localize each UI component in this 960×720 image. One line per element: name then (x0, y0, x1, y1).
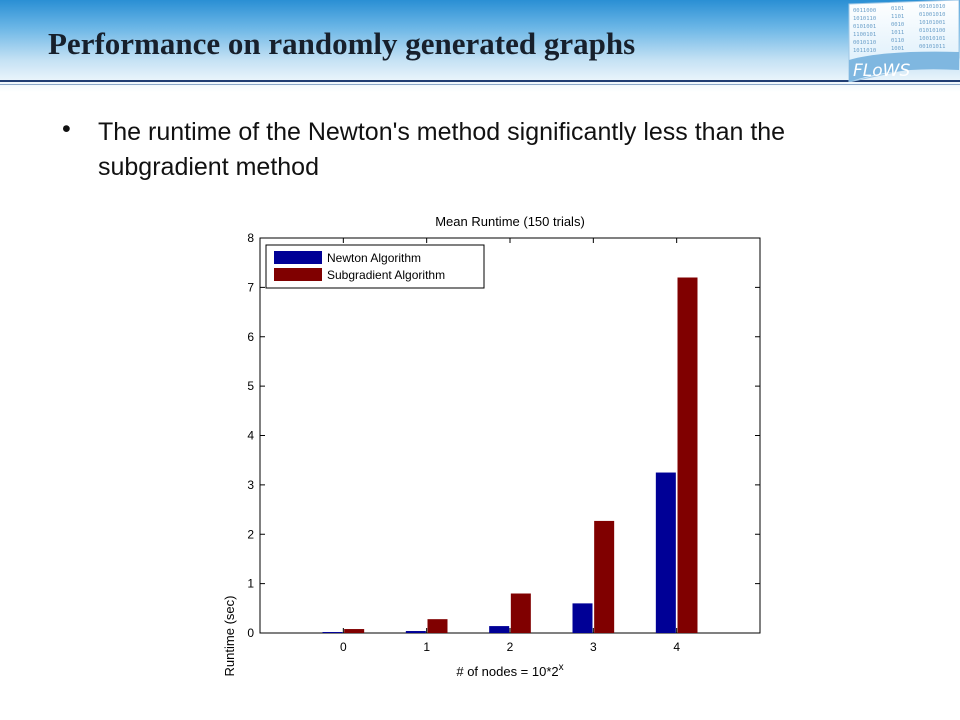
x-axis-label-superscript: x (559, 662, 564, 673)
legend-swatch-newton (274, 251, 322, 264)
y-tick-label-7: 7 (247, 280, 254, 294)
newton-bar-0 (322, 632, 343, 633)
x-tick-label-0: 0 (340, 640, 347, 654)
svg-text:1011010: 1011010 (853, 48, 876, 54)
newton-bar-1 (405, 631, 426, 633)
x-tick-label-2: 2 (507, 640, 514, 654)
svg-text:0010110: 0010110 (853, 40, 876, 46)
header-divider-thin (0, 84, 960, 85)
y-tick-label-8: 8 (247, 231, 254, 245)
chart-title: Mean Runtime (150 trials) (435, 214, 585, 229)
x-axis-label: # of nodes = 10*2x (456, 662, 563, 679)
newton-bar-3 (572, 603, 593, 633)
slide-header (0, 0, 960, 92)
legend-swatch-subgradient (274, 268, 322, 281)
bullet-icon: • (62, 115, 71, 143)
svg-text:0110: 0110 (891, 38, 904, 44)
y-tick-label-4: 4 (247, 429, 254, 443)
x-tick-label-1: 1 (423, 640, 430, 654)
svg-text:01001010: 01001010 (919, 12, 946, 18)
x-tick-label-3: 3 (590, 640, 597, 654)
y-tick-label-0: 0 (247, 626, 254, 640)
svg-text:1101: 1101 (891, 14, 904, 20)
svg-text:01010100: 01010100 (919, 28, 946, 34)
subgradient-bar-4 (677, 277, 698, 633)
subgradient-bar-1 (427, 619, 448, 633)
svg-text:10101001: 10101001 (919, 20, 946, 26)
svg-text:0010: 0010 (891, 22, 904, 28)
y-tick-label-5: 5 (247, 379, 254, 393)
svg-text:1001: 1001 (891, 46, 904, 52)
runtime-bar-chart: Mean Runtime (150 trials) 0 1 2 3 4 5 6 7 8 0 1 2 3… (222, 214, 761, 679)
svg-text:0101: 0101 (891, 6, 904, 12)
svg-text:10010101: 10010101 (919, 36, 946, 42)
slide-title: Performance on randomly generated graphs (48, 26, 636, 61)
legend-label-newton: Newton Algorithm (327, 251, 421, 265)
y-tick-label-1: 1 (247, 577, 254, 591)
bullet-text: The runtime of the Newton's method signi… (98, 118, 786, 181)
y-tick-label-2: 2 (247, 527, 254, 541)
legend-label-subgradient: Subgradient Algorithm (327, 268, 445, 282)
svg-text:00101011: 00101011 (919, 44, 946, 50)
binary-pattern-icon: 0011000 0101 00101010 1010110 1101 01001010 … (853, 4, 946, 54)
svg-text:1100101: 1100101 (853, 32, 876, 38)
flows-logo: 0011000 0101 00101010 1010110 1101 01001010 … (848, 0, 960, 82)
svg-text:0011000: 0011000 (853, 8, 876, 14)
x-axis-label-text: # of nodes = 10*2 (456, 664, 558, 679)
newton-bar-2 (489, 626, 510, 633)
svg-text:00101010: 00101010 (919, 4, 946, 10)
logo-text: FLoWS (853, 61, 910, 81)
y-tick-label-3: 3 (247, 478, 254, 492)
subgradient-bar-3 (594, 520, 615, 633)
subgradient-bar-2 (510, 593, 531, 633)
svg-text:1011: 1011 (891, 30, 904, 36)
subgradient-bar-0 (344, 629, 365, 633)
header-divider (0, 80, 960, 82)
svg-text:0101001: 0101001 (853, 24, 876, 30)
svg-text:1010110: 1010110 (853, 16, 876, 22)
y-axis-label: Runtime (sec) (222, 596, 237, 677)
y-tick-label-6: 6 (247, 330, 254, 344)
x-tick-label-4: 4 (673, 640, 680, 654)
legend: Newton Algorithm Subgradient Algorithm (265, 244, 485, 289)
newton-bar-4 (655, 472, 676, 633)
